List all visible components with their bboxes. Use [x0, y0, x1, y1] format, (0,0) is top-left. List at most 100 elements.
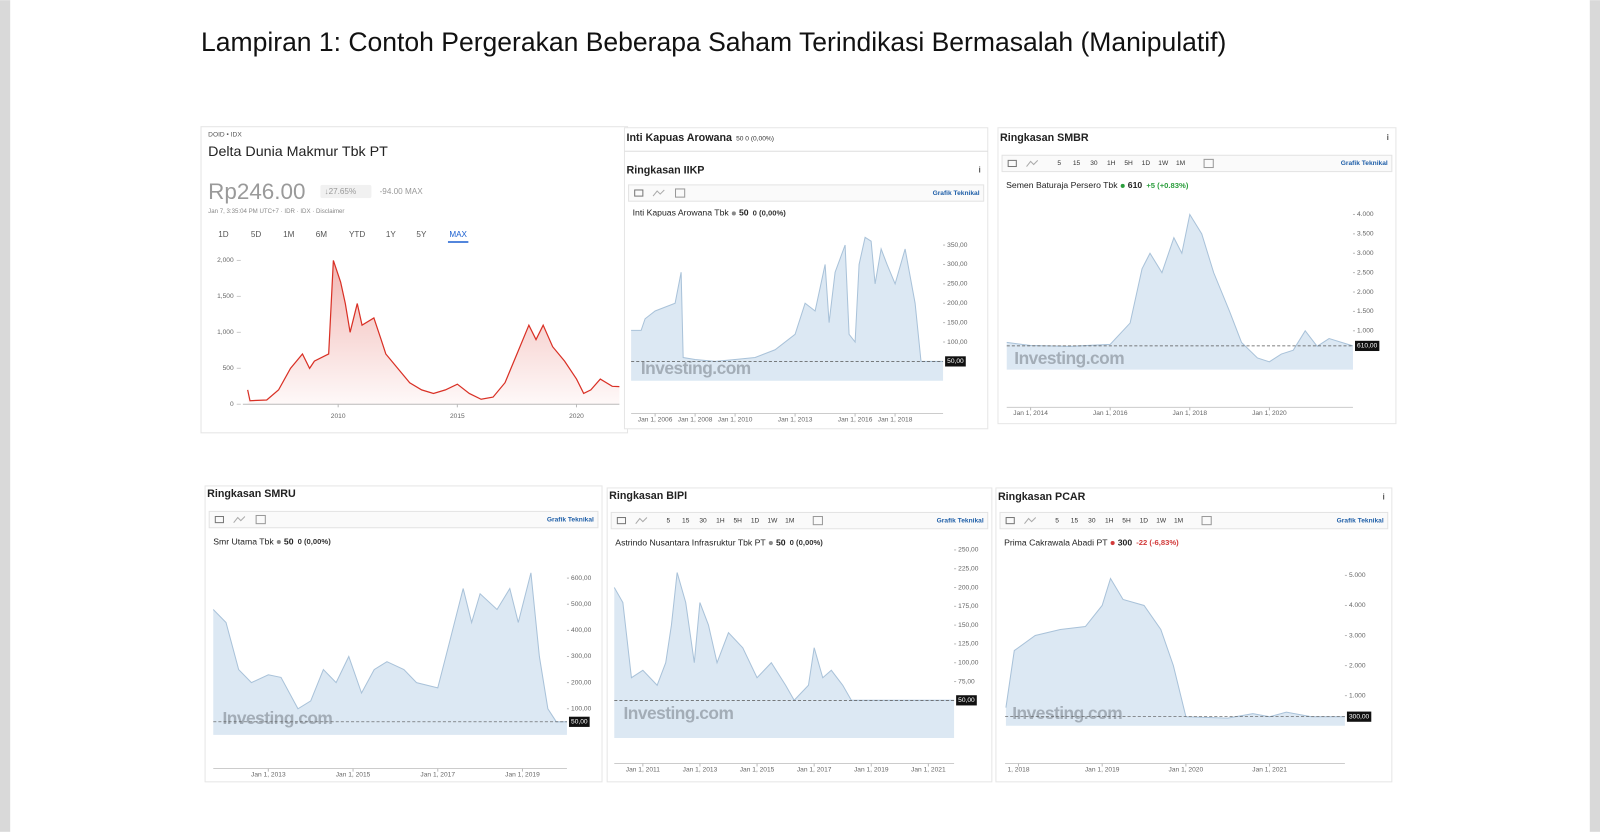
interval-button[interactable]: 1D [1140, 517, 1149, 524]
interval-button[interactable]: 15 [1073, 160, 1081, 167]
price-line [631, 236, 944, 362]
x-tick-label: Jan 1, 2013 [683, 766, 718, 773]
x-tick-label: Jan 1, 2014 [1013, 410, 1048, 417]
range-button[interactable]: 1D [218, 230, 229, 239]
interval-button[interactable]: 30 [1090, 160, 1098, 167]
x-tick-label: 2020 [569, 413, 584, 420]
tool-link[interactable]: Grafik Teknikal [1341, 160, 1388, 167]
interval-button[interactable]: 1M [1174, 517, 1183, 524]
y-tick-label: 250,00 [947, 281, 968, 288]
last-price-box [1346, 711, 1372, 722]
interval-button[interactable]: 5 [1057, 160, 1061, 167]
y-tick-label: 500,00 [571, 601, 592, 608]
y-tick-label: 1,000 [217, 329, 234, 336]
interval-button[interactable]: 1W [767, 517, 778, 524]
tool-icon [1024, 517, 1037, 524]
last-price-label: 300,00 [1349, 713, 1370, 720]
interval-button[interactable]: 5H [1122, 517, 1131, 524]
y-tick-label: 100,00 [571, 705, 592, 712]
y-tick-label: 125,00 [958, 641, 979, 648]
y-tick-label: 5.000 [1349, 572, 1366, 579]
y-tick-label: 300,00 [571, 653, 592, 660]
tool-link[interactable]: Grafik Teknikal [547, 516, 594, 523]
y-tick-label: 200,00 [947, 300, 968, 307]
tool-icon [214, 516, 224, 524]
y-tick-label: 1.000 [1357, 328, 1374, 335]
panel [204, 485, 603, 783]
range-button[interactable]: 1Y [386, 230, 397, 239]
y-tick-label: 3.500 [1357, 231, 1374, 238]
toolbar [208, 510, 599, 529]
x-tick-label: Jan 1, 2016 [1093, 410, 1128, 417]
range-button[interactable]: 6M [316, 230, 328, 239]
range-button[interactable]: 1M [283, 230, 295, 239]
interval-button[interactable]: 1H [1107, 160, 1116, 167]
interval-button[interactable]: 5H [734, 517, 743, 524]
info-icon[interactable]: i [978, 166, 980, 175]
y-tick-label: 400,00 [571, 627, 592, 634]
y-tick-label: 175,00 [958, 603, 979, 610]
last-price-box [568, 716, 590, 727]
legend-name: Astrindo Nusantara Infrasruktur Tbk PT [615, 537, 766, 547]
interval-button[interactable]: 5 [667, 517, 671, 524]
y-tick-label: 350,00 [947, 242, 968, 249]
interval-button[interactable]: 5H [1124, 160, 1133, 167]
interval-button[interactable]: 1M [785, 517, 794, 524]
interval-button[interactable]: 1W [1158, 160, 1169, 167]
price-line [1006, 213, 1354, 363]
y-tick-label: 100,00 [947, 339, 968, 346]
range-button[interactable]: 5D [251, 230, 262, 239]
last-price-label: 50,00 [958, 697, 975, 704]
chart-5: Ringkasan PCAR i 5 15 30 1H 5H 1D 1W 1M Grafik Tek… [995, 487, 1393, 783]
legend-name: Smr Utama Tbk [213, 536, 274, 546]
area-fill [1005, 578, 1345, 726]
interval-button[interactable]: 1D [751, 517, 760, 524]
y-tick-label: 100,00 [958, 659, 979, 666]
watermark: Investing.com [641, 358, 751, 378]
interval-button[interactable]: 1H [1105, 517, 1114, 524]
interval-button[interactable]: 30 [699, 517, 707, 524]
tool-link[interactable]: Grafik Teknikal [937, 517, 984, 524]
legend-dot [1110, 541, 1115, 546]
tool-icon [1005, 517, 1015, 525]
range-button[interactable]: MAX [449, 230, 467, 239]
tool-link[interactable]: Grafik Teknikal [933, 190, 980, 197]
y-tick-label: 3.000 [1349, 632, 1366, 639]
legend-change: +5 (+0.83%) [1146, 181, 1189, 190]
legend-price: 50 [739, 208, 749, 218]
y-tick-label: 200,00 [571, 679, 592, 686]
interval-button[interactable]: 30 [1088, 517, 1096, 524]
legend-dot [276, 539, 281, 545]
interval-button[interactable]: 15 [1071, 517, 1079, 524]
interval-button[interactable]: 15 [682, 517, 690, 524]
range-button[interactable]: YTD [349, 230, 365, 239]
interval-button[interactable]: 1D [1142, 160, 1151, 167]
tool-icon [1007, 159, 1017, 168]
area-fill [213, 572, 567, 735]
interval-button[interactable]: 1W [1156, 517, 1167, 524]
y-tick-label: 4.000 [1357, 211, 1374, 218]
legend-dot [731, 211, 736, 216]
panel-title: Ringkasan IIKP [627, 164, 705, 176]
y-tick-label: 2.000 [1349, 662, 1366, 669]
legend-name: Semen Baturaja Persero Tbk [1006, 180, 1118, 190]
x-tick-label: Jan 1, 2013 [251, 771, 286, 778]
x-tick-label: Jan 1, 2015 [336, 771, 371, 778]
legend-price: 50 [284, 536, 294, 546]
page-title: Lampiran 1: Contoh Pergerakan Beberapa S… [201, 27, 1226, 57]
range-button[interactable]: 5Y [416, 230, 427, 239]
info-icon[interactable]: i [1383, 492, 1385, 501]
chart-4: Ringkasan BIPI 5 15 30 1H 5H 1D 1W 1M Grafik Tekn… [606, 487, 993, 783]
change-box [320, 184, 372, 199]
x-tick-label: Jan 1, 2021 [911, 766, 946, 773]
header-quote: 50 0 (0,00%) [736, 136, 774, 143]
interval-button[interactable]: 1M [1176, 160, 1185, 167]
interval-button[interactable]: 5 [1055, 517, 1059, 524]
interval-button[interactable]: 1H [716, 517, 725, 524]
x-tick-label: Jan 1, 2019 [505, 771, 540, 778]
info-icon[interactable]: i [1387, 133, 1389, 142]
tool-link[interactable]: Grafik Teknikal [1337, 517, 1384, 524]
price-line [613, 572, 955, 702]
area-fill [247, 260, 620, 405]
x-tick-label: Jan 1, 2011 [626, 766, 660, 773]
